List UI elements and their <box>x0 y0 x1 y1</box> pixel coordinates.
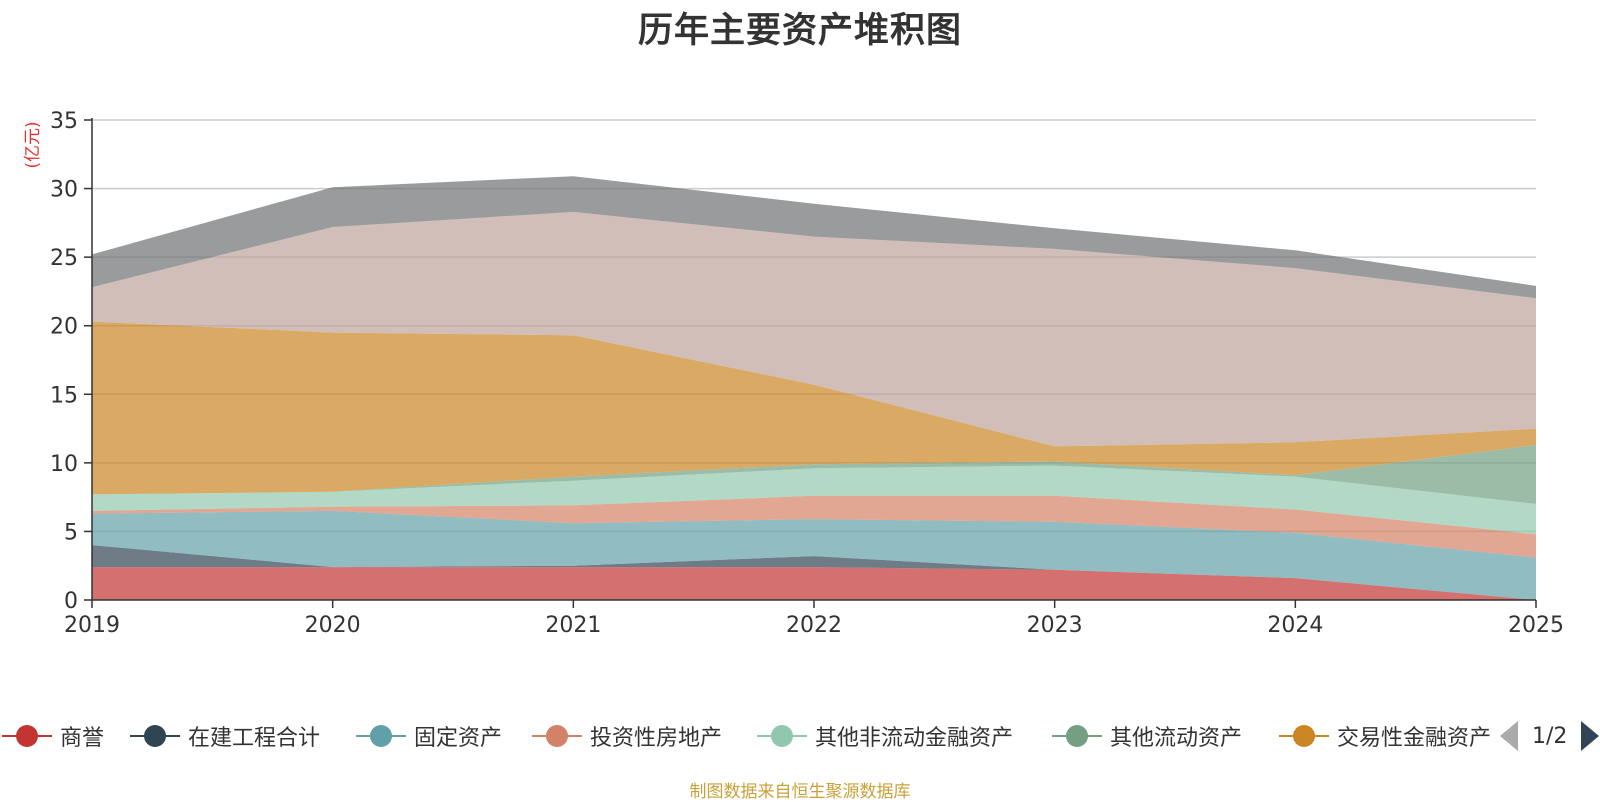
legend-marker <box>356 718 406 754</box>
legend-page-indicator: 1/2 <box>1532 723 1568 749</box>
legend-marker <box>2 718 52 754</box>
legend-item[interactable]: 其他非流动金融资产 <box>757 718 1013 754</box>
legend-item[interactable]: 交易性金融资产 <box>1279 718 1491 754</box>
x-tick-label: 2023 <box>1027 613 1083 638</box>
y-tick-label: 5 <box>64 520 78 545</box>
legend-label: 固定资产 <box>414 726 503 751</box>
area-series-5 <box>92 465 1536 535</box>
legend-marker <box>130 718 180 754</box>
y-tick-label: 0 <box>64 589 78 614</box>
area-series-9 <box>92 176 1536 299</box>
y-tick-label: 30 <box>50 178 78 203</box>
source-note: 制图数据来自恒生聚源数据库 <box>689 782 911 802</box>
x-tick-label: 2021 <box>545 613 601 638</box>
area-series-1 <box>92 567 1536 600</box>
y-tick-label: 15 <box>50 383 78 408</box>
legend-marker-dot <box>16 725 38 747</box>
legend-marker-dot <box>1066 725 1088 747</box>
legend-pager: 1/2 <box>1500 718 1600 754</box>
legend-marker-dot <box>370 725 392 747</box>
y-tick-label: 10 <box>50 452 78 477</box>
x-tick-label: 2025 <box>1508 613 1564 638</box>
legend-marker <box>532 718 582 754</box>
legend-item[interactable]: 固定资产 <box>356 718 502 754</box>
legend-marker-dot <box>771 725 793 747</box>
legend-label: 在建工程合计 <box>188 726 321 751</box>
legend-item[interactable]: 在建工程合计 <box>130 718 320 754</box>
legend-label: 投资性房地产 <box>590 726 723 751</box>
legend-item[interactable]: 投资性房地产 <box>532 718 722 754</box>
legend-item[interactable]: 其他流动资产 <box>1052 718 1242 754</box>
area-series-3 <box>92 510 1536 600</box>
legend-item[interactable]: 商誉 <box>2 718 104 754</box>
area-series-group <box>92 176 1536 600</box>
legend-label: 其他流动资产 <box>1110 726 1243 751</box>
legend-label: 交易性金融资产 <box>1337 726 1492 751</box>
legend-marker-dot <box>1293 725 1315 747</box>
chart-title: 历年主要资产堆积图 <box>637 11 962 51</box>
x-tick-label: 2024 <box>1267 613 1323 638</box>
legend-next-page-button[interactable] <box>1581 721 1600 751</box>
y-axis-unit: (亿元) <box>23 121 43 168</box>
x-tick-label: 2020 <box>305 613 361 638</box>
legend-label: 商誉 <box>60 726 105 751</box>
area-series-4 <box>92 495 1536 558</box>
legend-marker <box>757 718 807 754</box>
y-tick-label: 25 <box>50 246 78 271</box>
x-tick-label: 2019 <box>64 613 120 638</box>
area-series-7 <box>92 321 1536 495</box>
y-tick-label: 20 <box>50 315 78 340</box>
legend-marker-dot <box>546 725 568 747</box>
area-series-8 <box>92 211 1536 447</box>
x-tick-label: 2022 <box>786 613 842 638</box>
y-tick-label: 35 <box>50 109 78 134</box>
legend-marker <box>1052 718 1102 754</box>
legend-marker-dot <box>144 725 166 747</box>
legend-marker <box>1279 718 1329 754</box>
legend-prev-page-button[interactable] <box>1500 721 1518 751</box>
legend: 商誉 在建工程合计 固定资产 投资性房地产 其他非流动金融资产 其他流动资产 交易性金融资产 <box>0 718 1600 754</box>
legend-label: 其他非流动金融资产 <box>815 726 1014 751</box>
